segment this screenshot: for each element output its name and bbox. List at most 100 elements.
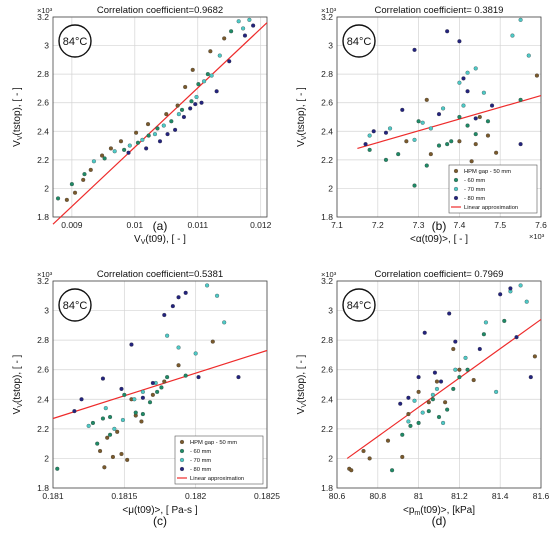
data-point-series-2 xyxy=(100,416,105,421)
data-point-series-1 xyxy=(428,152,433,157)
data-point-series-1 xyxy=(471,378,476,383)
legend-box xyxy=(174,435,264,485)
data-point-series-1 xyxy=(406,412,411,417)
data-point-series-4 xyxy=(227,59,232,64)
scatter-chart-a: 0.009 0.01 0.011 0.012 1.8 2 2.2 2.4 2.6 2.8 3 3.2×… xyxy=(12,5,272,246)
data-point-series-4 xyxy=(371,129,376,134)
data-point-series-2 xyxy=(390,468,395,473)
data-point-series-4 xyxy=(447,311,452,316)
data-point-series-3 xyxy=(161,123,166,128)
data-point-series-2 xyxy=(169,119,174,124)
x-axis-label: <μ(t09)>, [ Pa-s ] xyxy=(122,505,197,516)
data-point-series-3 xyxy=(481,90,486,95)
data-point-series-2 xyxy=(518,97,523,102)
x-tick-label: 0.1815 xyxy=(111,491,137,501)
data-point-series-2 xyxy=(155,126,160,131)
chart-title: Correlation coefficient= 0.3819 xyxy=(375,5,504,16)
data-point-series-4 xyxy=(508,286,513,291)
temperature-badge xyxy=(342,24,376,58)
legend-marker xyxy=(179,439,185,445)
x-tick-label: 7.3 xyxy=(413,220,425,230)
data-point-series-1 xyxy=(105,435,110,440)
legend-box xyxy=(448,164,538,214)
data-point-series-4 xyxy=(461,76,466,81)
data-point-series-4 xyxy=(196,375,201,380)
data-point-series-2 xyxy=(196,82,201,87)
data-point-series-3 xyxy=(165,333,170,338)
data-point-series-1 xyxy=(532,354,537,359)
data-point-series-3 xyxy=(112,149,117,154)
y-axis-label: VV(tstop), [ - ] xyxy=(296,87,308,147)
legend-entry: - 60 mm xyxy=(190,449,211,455)
data-point-series-4 xyxy=(181,114,186,120)
y-tick-label: 2.6 xyxy=(37,365,49,375)
x-tick-label: 81 xyxy=(414,491,424,501)
data-point-series-3 xyxy=(420,410,425,415)
data-point-series-2 xyxy=(451,386,456,391)
x-tick-label: 0.009 xyxy=(61,220,83,230)
data-point-series-2 xyxy=(416,420,421,425)
data-point-series-4 xyxy=(457,39,462,44)
x-tick-label: 0.182 xyxy=(185,491,207,501)
legend-marker xyxy=(179,448,185,454)
data-point-series-1 xyxy=(176,363,181,368)
data-point-series-1 xyxy=(426,400,431,405)
data-point-series-4 xyxy=(72,409,77,414)
data-point-series-2 xyxy=(69,182,74,187)
panel-caption: (b) xyxy=(432,219,447,233)
data-point-series-1 xyxy=(81,177,86,182)
data-point-series-2 xyxy=(430,397,435,402)
data-point-series-2 xyxy=(229,29,234,34)
data-point-series-1 xyxy=(64,197,69,202)
data-point-series-3 xyxy=(518,17,523,22)
y-tick-label: 2 xyxy=(44,453,49,463)
data-point-series-2 xyxy=(383,157,389,162)
data-point-series-2 xyxy=(179,107,185,112)
data-point-series-2 xyxy=(465,367,470,372)
data-point-series-1 xyxy=(494,150,499,155)
data-point-series-4 xyxy=(150,380,155,386)
data-point-series-3 xyxy=(202,79,207,84)
legend-entry: Linear approximation xyxy=(190,476,244,482)
legend-entry: HPM gap - 50 mm xyxy=(190,440,237,446)
data-point-series-4 xyxy=(144,146,149,151)
data-point-series-4 xyxy=(477,346,482,352)
y-tick-label: 2.8 xyxy=(321,69,333,79)
data-point-series-4 xyxy=(79,397,84,402)
data-point-series-3 xyxy=(420,120,425,125)
data-point-series-2 xyxy=(367,147,372,152)
y-tick-label: 3.2 xyxy=(37,12,49,22)
data-point-series-1 xyxy=(434,379,440,384)
temperature-badge-label: 84°C xyxy=(347,300,372,312)
x-tick-label: 0.012 xyxy=(250,220,272,230)
data-point-series-2 xyxy=(502,318,507,323)
data-point-series-4 xyxy=(162,312,167,318)
data-point-series-3 xyxy=(120,417,125,423)
data-point-series-1 xyxy=(150,392,155,397)
legend-marker xyxy=(453,168,459,174)
scatter-chart-c: 0.181 0.1815 0.182 0.1825 1.8 2 2.2 2.4 2.6 2.8 3 3… xyxy=(12,269,280,528)
data-point-series-1 xyxy=(457,367,462,372)
panel-caption: (c) xyxy=(153,514,167,528)
data-point-series-2 xyxy=(155,389,160,394)
data-point-series-2 xyxy=(140,412,145,417)
temperature-badge xyxy=(58,288,92,322)
y-tick-label: 2.6 xyxy=(37,98,49,108)
x-tick-label: 81.6 xyxy=(533,491,550,501)
data-point-series-4 xyxy=(176,295,181,300)
data-point-series-4 xyxy=(363,142,368,147)
y-tick-label: 3.2 xyxy=(37,276,49,286)
data-point-series-4 xyxy=(438,379,444,384)
data-point-series-1 xyxy=(385,438,391,443)
data-point-series-4 xyxy=(528,375,533,380)
data-point-series-1 xyxy=(139,419,144,424)
data-point-series-2 xyxy=(205,72,210,77)
data-point-series-1 xyxy=(100,153,105,158)
data-point-series-4 xyxy=(126,150,131,155)
data-point-series-3 xyxy=(209,73,214,78)
data-point-series-3 xyxy=(132,397,137,402)
y-tick-label: 1.8 xyxy=(37,483,49,493)
y-multiplier-label: ×10³ xyxy=(37,6,53,15)
data-point-series-3 xyxy=(103,406,108,411)
data-point-series-2 xyxy=(165,375,170,380)
